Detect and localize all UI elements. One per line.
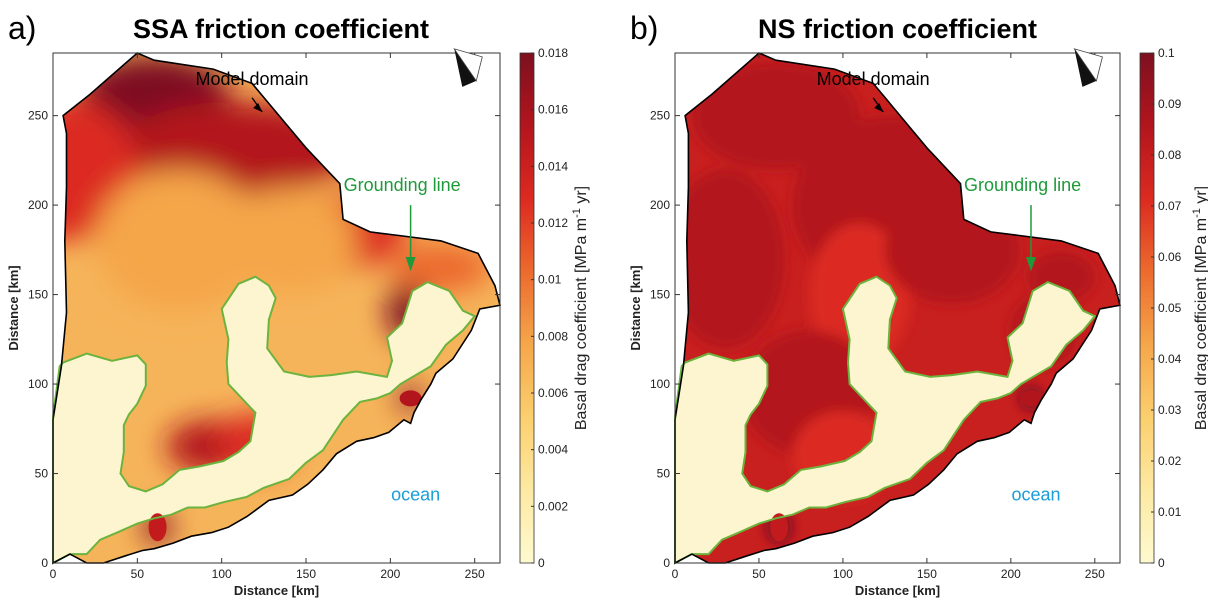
colorbar-tick-label: 0.08 <box>1158 148 1182 162</box>
x-tick-label: 150 <box>296 567 316 581</box>
ocean-label: ocean <box>391 484 440 504</box>
pinning-point <box>148 513 167 542</box>
panel-b-title: NS friction coefficient <box>758 14 1038 44</box>
floating-ice <box>675 276 1095 563</box>
field-hotspot <box>95 169 264 313</box>
x-tick-label: 0 <box>672 567 679 581</box>
grounding-line-label: Grounding line <box>964 175 1081 195</box>
colorbar-tick-label: 0.012 <box>538 216 568 230</box>
colorbar-tick-label: 0.1 <box>1158 46 1175 60</box>
x-tick-label: 200 <box>380 567 400 581</box>
panel-a-title: SSA friction coefficient <box>133 14 430 44</box>
x-tick-label: 200 <box>1001 567 1021 581</box>
y-tick-label: 100 <box>650 377 670 391</box>
grounding-line-arrowhead <box>405 257 416 272</box>
grounding-line-arrowhead <box>1026 257 1036 272</box>
floating-ice <box>53 276 475 563</box>
colorbar-tick-label: 0.04 <box>1158 352 1182 366</box>
north-arrow-dark <box>454 48 477 87</box>
y-tick-label: 150 <box>28 288 48 302</box>
x-tick-label: 250 <box>1085 567 1105 581</box>
colorbar-tick-label: 0.03 <box>1158 403 1182 417</box>
x-tick-label: 50 <box>752 567 766 581</box>
colorbar-tick-label: 0.02 <box>1158 454 1182 468</box>
colorbar-title: Basal drag coefficient [MPa m-1 yr] <box>1191 186 1208 430</box>
north-arrow-light <box>453 48 483 82</box>
field-hotspot <box>53 97 138 241</box>
colorbar-title: Basal drag coefficient [MPa m-1 yr] <box>571 186 590 430</box>
colorbar-tick-label: 0.014 <box>538 159 568 173</box>
north-arrow-icon <box>1073 48 1103 87</box>
x-tick-label: 250 <box>465 567 485 581</box>
x-tick-label: 50 <box>131 567 145 581</box>
panel-b: 0 50 100 150 200 250 0 50 100 150 200 250 Distance [… <box>628 46 1208 598</box>
colorbar <box>519 52 535 564</box>
colorbar-tick-label: 0.01 <box>538 273 562 287</box>
axes-box <box>52 52 501 564</box>
colorbar-tick-label: 0.002 <box>538 499 568 513</box>
ocean-label: ocean <box>1012 484 1061 504</box>
friction-field <box>53 53 500 563</box>
x-axis-title: Distance [km] <box>234 583 319 598</box>
grounding-line-label: Grounding line <box>344 175 461 195</box>
colorbar-tick-label: 0 <box>538 556 545 570</box>
y-tick-label: 200 <box>28 198 48 212</box>
model-domain-label: Model domain <box>196 69 309 89</box>
panel-b-letter: b) <box>630 10 659 46</box>
colorbar-tick-label: 0.01 <box>1158 505 1182 519</box>
colorbar-tick-label: 0.004 <box>538 443 568 457</box>
colorbar-tick-label: 0.006 <box>538 386 568 400</box>
axes-box <box>674 52 1121 564</box>
y-tick-label: 250 <box>650 109 670 123</box>
pinning-point <box>770 513 789 542</box>
y-tick-label: 200 <box>650 198 670 212</box>
north-arrow-dark <box>1074 48 1097 87</box>
y-tick-label: 50 <box>657 467 671 481</box>
x-tick-label: 150 <box>917 567 937 581</box>
model-domain-label: Model domain <box>817 69 930 89</box>
y-tick-label: 150 <box>650 288 670 302</box>
colorbar-tick-label: 0.018 <box>538 46 568 60</box>
x-tick-label: 100 <box>212 567 232 581</box>
x-tick-label: 100 <box>833 567 853 581</box>
y-tick-label: 0 <box>663 556 670 570</box>
pinning-point <box>399 390 422 407</box>
y-tick-label: 250 <box>28 109 48 123</box>
model-domain-arrowhead <box>874 103 884 113</box>
pinning-point <box>1020 390 1042 407</box>
y-tick-label: 0 <box>41 556 48 570</box>
north-arrow-light <box>1073 48 1103 82</box>
colorbar-tick-label: 0.07 <box>1158 199 1182 213</box>
y-tick-label: 50 <box>35 467 49 481</box>
colorbar-tick-label: 0 <box>1158 556 1165 570</box>
model-domain-arrowhead <box>253 103 263 113</box>
y-axis-title: Distance [km] <box>6 265 21 350</box>
x-axis-title: Distance [km] <box>855 583 940 598</box>
north-arrow-icon <box>453 48 483 87</box>
field-hotspot <box>675 169 785 349</box>
colorbar-tick-label: 0.016 <box>538 103 568 117</box>
grounding-line <box>674 275 1097 565</box>
field-hotspot <box>390 242 492 293</box>
x-tick-label: 0 <box>50 567 57 581</box>
field-hotspot <box>884 196 1020 304</box>
colorbar-tick-label: 0.09 <box>1158 97 1182 111</box>
colorbar-tick-label: 0.06 <box>1158 250 1182 264</box>
y-axis-title: Distance [km] <box>628 265 643 350</box>
panel-a-letter: a) <box>8 10 37 46</box>
colorbar-tick-label: 0.008 <box>538 329 568 343</box>
panel-a: 0 50 100 150 200 250 0 50 100 150 200 250 Distance [… <box>6 46 590 598</box>
grounding-line <box>52 275 477 565</box>
y-tick-label: 100 <box>28 377 48 391</box>
field-hotspot <box>691 61 860 170</box>
colorbar-tick-label: 0.05 <box>1158 301 1182 315</box>
